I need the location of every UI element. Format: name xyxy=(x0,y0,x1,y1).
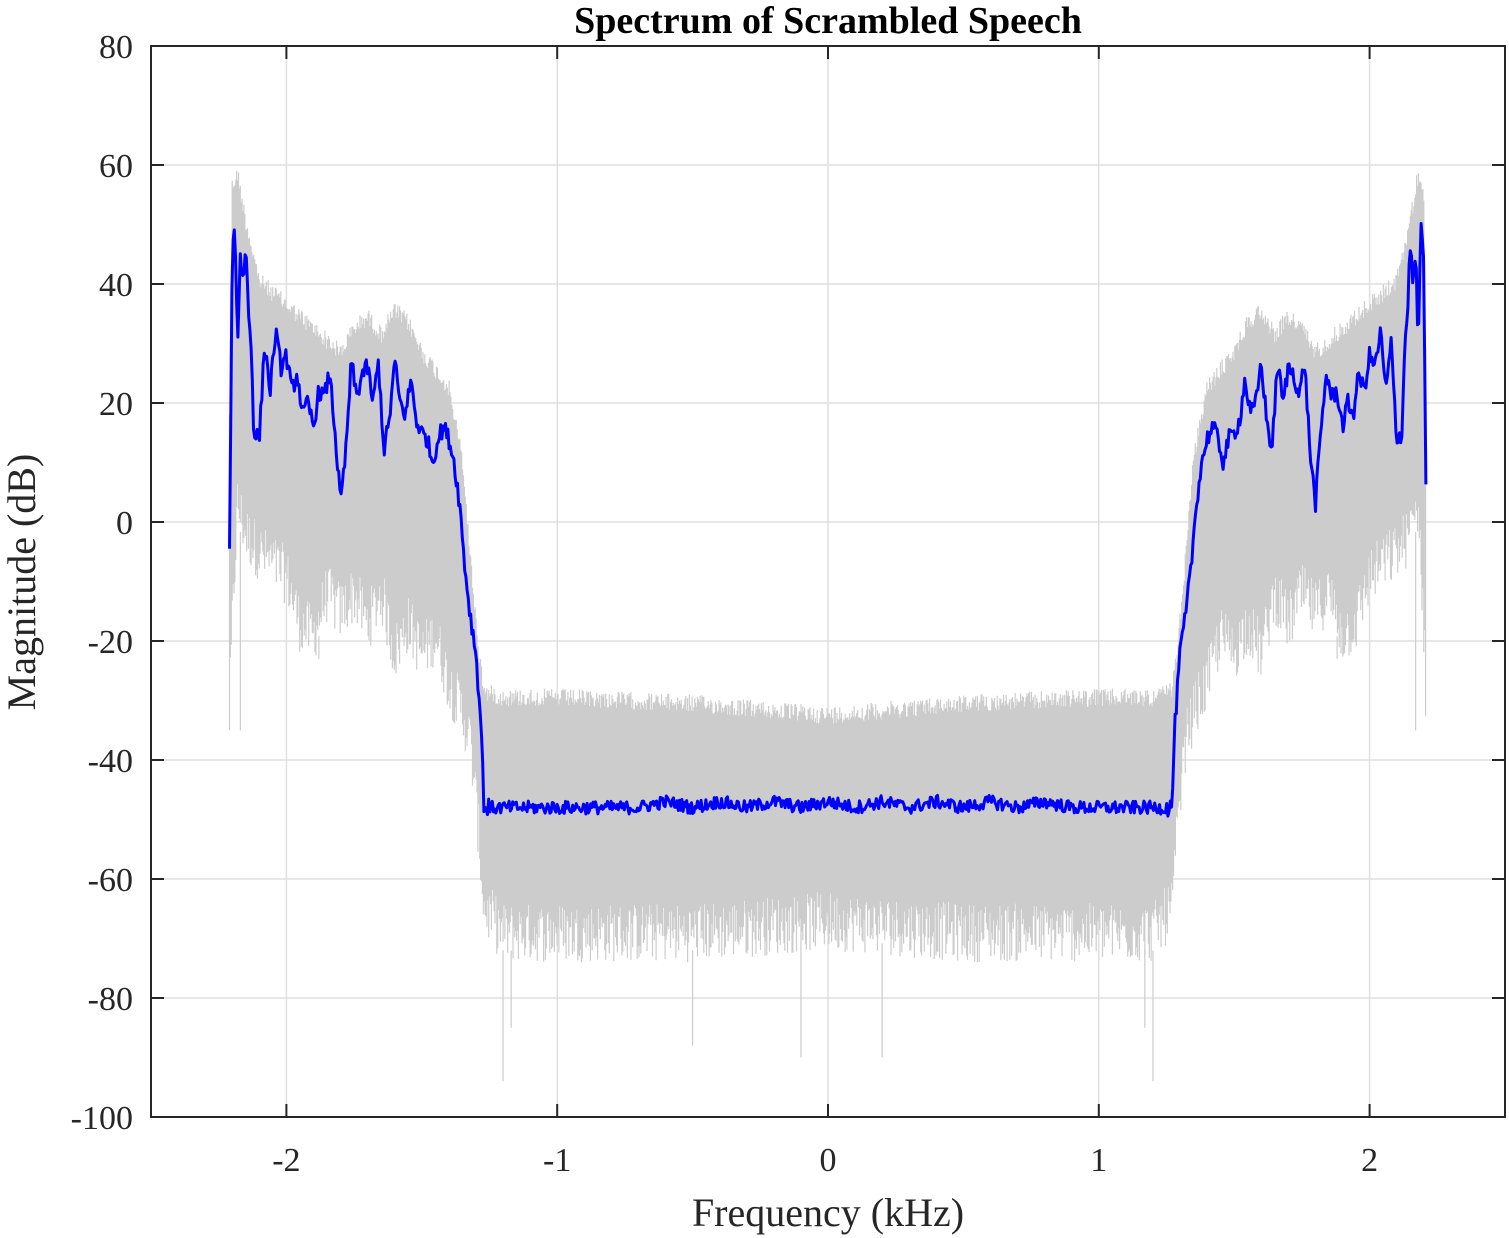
y-tick-label: 20 xyxy=(99,386,133,423)
x-tick-label: -2 xyxy=(272,1142,300,1179)
x-tick-label: 1 xyxy=(1090,1142,1107,1179)
x-tick-label: -1 xyxy=(543,1142,571,1179)
x-tick-label: 0 xyxy=(820,1142,837,1179)
y-axis-label: Magnitude (dB) xyxy=(0,454,44,711)
y-tick-label: -60 xyxy=(88,862,133,899)
y-tick-label: 0 xyxy=(116,505,133,542)
x-tick-label: 2 xyxy=(1361,1142,1378,1179)
y-tick-label: -80 xyxy=(88,981,133,1018)
chart-title: Spectrum of Scrambled Speech xyxy=(574,0,1082,42)
y-tick-label: -100 xyxy=(71,1100,133,1137)
y-tick-label: -40 xyxy=(88,743,133,780)
x-tick-labels: -2 -1 0 1 2 xyxy=(272,1142,1378,1179)
y-tick-labels: 80 60 40 20 0 -20 -40 -60 -80 -100 xyxy=(71,29,133,1137)
y-tick-label: 40 xyxy=(99,267,133,304)
y-tick-label: -20 xyxy=(88,624,133,661)
x-axis-label: Frequency (kHz) xyxy=(692,1190,964,1235)
y-tick-label: 80 xyxy=(99,29,133,66)
y-tick-label: 60 xyxy=(99,148,133,185)
smoothed-spectrum-line xyxy=(228,222,1428,818)
axis-ticks xyxy=(151,45,1505,1118)
smoothed-spectrum-series xyxy=(228,222,1428,818)
